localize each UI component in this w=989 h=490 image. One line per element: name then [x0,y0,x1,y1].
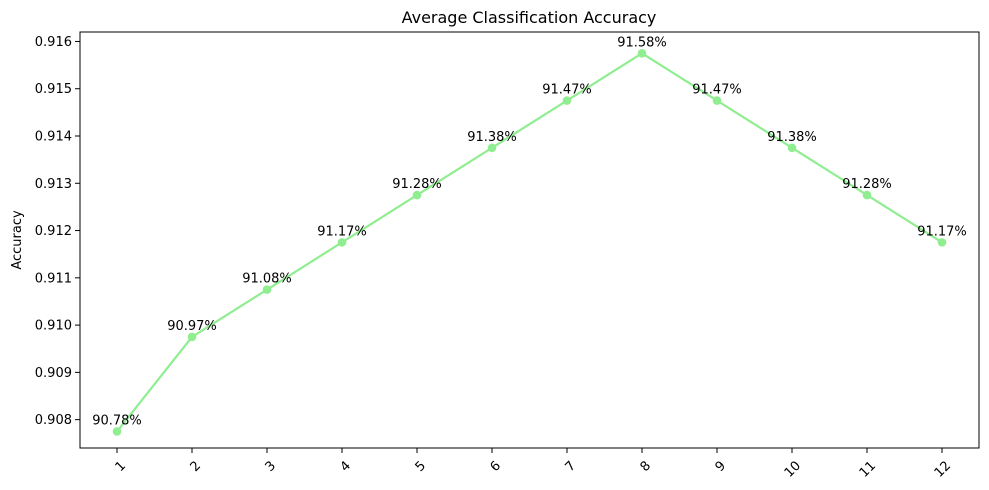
data-point [787,143,797,153]
data-label: 91.28% [842,177,892,192]
y-tick-label: 0.911 [35,271,72,286]
data-point [712,96,722,105]
data-point [262,285,272,294]
plot-frame [79,31,980,449]
data-label: 91.17% [917,224,967,239]
y-tick-label: 0.913 [35,177,72,192]
y-tick-label: 0.908 [35,413,72,428]
data-label: 90.78% [92,413,142,428]
data-label: 91.28% [392,177,442,192]
y-tick-label: 0.909 [35,366,72,381]
y-tick-label: 0.912 [35,224,72,239]
data-point [637,48,647,58]
data-point [412,190,422,200]
data-label: 90.97% [167,319,217,334]
data-label: 91.47% [542,83,592,98]
data-label: 91.08% [242,272,292,287]
data-point [937,238,947,247]
data-point [487,143,497,153]
data-label: 91.17% [317,224,367,239]
data-label: 91.58% [617,35,667,50]
series-line [115,52,944,433]
data-point [562,96,572,105]
data-label: 91.38% [767,130,817,145]
chart-title: Average Classification Accuracy [402,8,657,27]
data-label: 91.47% [692,83,742,98]
data-point [862,190,872,200]
data-label: 91.38% [467,130,517,145]
y-tick-label: 0.915 [35,82,72,97]
y-tick-label: 0.914 [35,130,72,145]
y-tick-label: 0.916 [35,35,72,50]
data-point [337,238,347,247]
y-axis-label: Accuracy [10,210,25,270]
y-tick-label: 0.910 [35,319,72,334]
data-point [187,332,197,342]
data-point [112,427,122,436]
